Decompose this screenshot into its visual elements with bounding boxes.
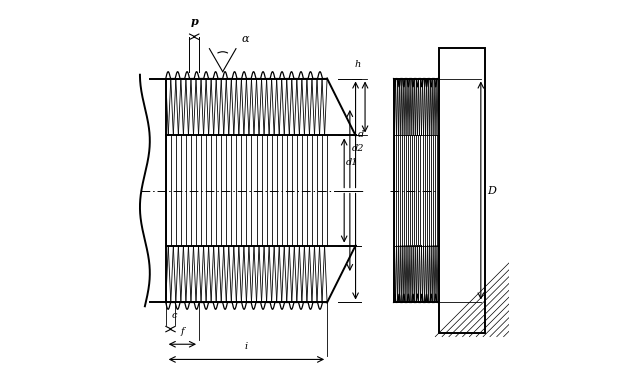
- Text: c: c: [171, 311, 177, 320]
- Text: d1: d1: [346, 158, 358, 168]
- Text: p: p: [190, 16, 198, 27]
- Text: h: h: [355, 60, 360, 69]
- Text: d2: d2: [351, 144, 364, 153]
- Text: D: D: [488, 186, 497, 195]
- Text: i: i: [245, 342, 248, 351]
- Text: α: α: [242, 34, 249, 45]
- Text: f: f: [181, 327, 184, 336]
- Bar: [439, 48, 484, 333]
- Text: d: d: [357, 130, 364, 139]
